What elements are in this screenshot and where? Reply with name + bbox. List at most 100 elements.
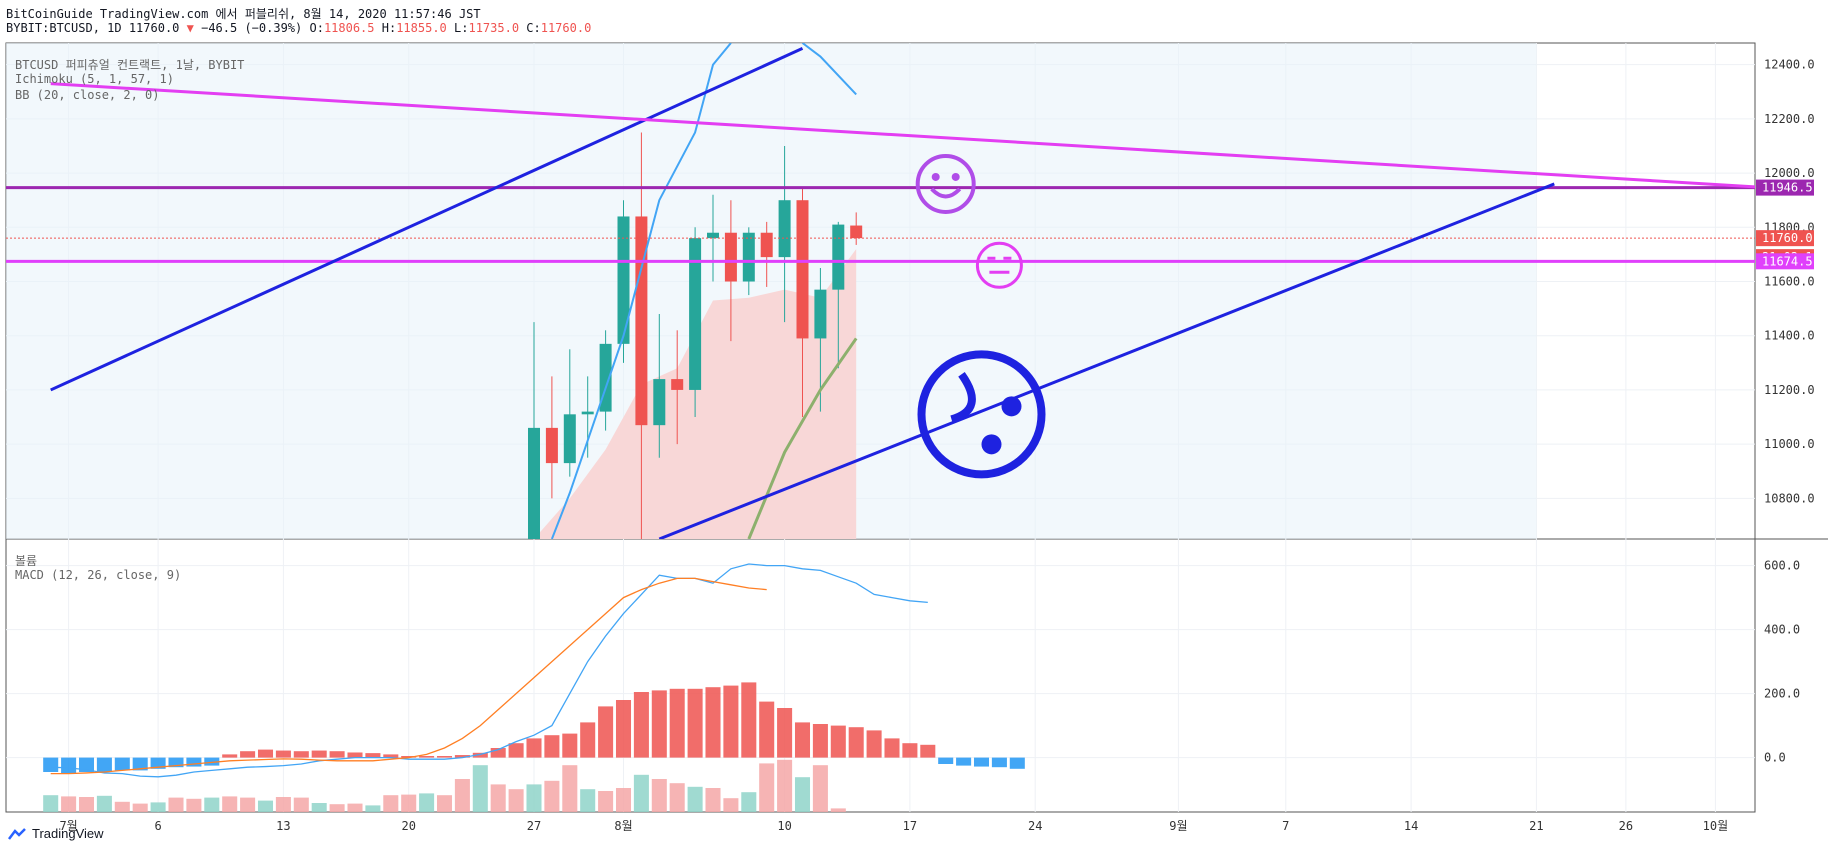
legend-macd[interactable]: MACD (12, 26, close, 9) [15,568,182,582]
macd-histogram-bar [526,738,542,758]
close-label: C: [526,21,541,35]
price-axis-badge [1756,230,1814,247]
macd-histogram-bar [651,690,667,758]
trend-line [50,47,804,392]
macd-histogram-bar [78,757,95,772]
volume-bar [741,792,757,812]
y-tick-label: 11400.0 [1764,329,1815,343]
candle-body [617,216,630,344]
macd-tick-label: 0.0 [1764,751,1786,765]
macd-histogram-bar [257,749,274,758]
macd-histogram-bar [866,730,882,758]
macd-histogram-bar [436,756,453,758]
volume-bar [150,802,166,812]
y-tick-label: 10800.0 [1764,491,1815,505]
candle-body [850,225,863,239]
candle-body [796,200,809,339]
macd-histogram-bar [96,757,112,772]
volume-bar [830,808,846,812]
brand-label: TradingView [32,826,104,841]
x-tick-label: 27 [527,819,541,833]
price-axis-badge [1756,179,1814,196]
volume-bar [204,797,220,812]
ohlc-header: BYBIT:BTCUSD, 1D 11760.0 ▼ −46.5 (−0.39%… [6,21,591,35]
candle-body [760,232,773,258]
smiley-face-icon [915,153,976,214]
y-tick-label: 12400.0 [1764,58,1815,72]
macd-histogram-bar [490,748,506,758]
volume-bar [96,795,112,812]
volume-bar [651,779,667,812]
macd-histogram-bar [991,757,1007,768]
y-tick-label: 11200.0 [1764,383,1815,397]
price-axis-badge [1756,253,1814,270]
volume-bar [401,794,417,812]
volume-bar [132,803,148,812]
macd-histogram-bar [615,700,632,758]
macd-histogram-bar [705,687,721,758]
legend-volume[interactable]: 볼륨 [15,554,38,568]
symbol-label: BYBIT:BTCUSD, 1D 11760.0 [6,21,180,35]
candle-body [832,224,845,290]
high-label: H: [381,21,397,35]
volume-bar [240,797,256,812]
candle-body [635,216,648,426]
macd-histogram-bar [472,752,488,758]
macd-histogram-bar [902,743,918,758]
volume-bar [419,793,435,812]
macd-histogram-bar [830,725,846,758]
macd-histogram-bar [580,722,596,758]
volume-bar [669,783,685,812]
volume-bar [347,803,363,812]
candle-body [742,232,755,282]
legend-title[interactable]: BTCUSD 퍼피츄얼 컨트랙트, 1날, BYBIT [15,58,245,72]
sad-eye [981,434,1002,455]
y-tick-label: 12000.0 [1764,166,1815,180]
volume-bar [275,797,291,812]
price-axis-badge-label: 11674.5 [1762,254,1813,268]
x-tick-label: 20 [401,819,415,833]
volume-bar [365,805,381,812]
candle-body [778,200,791,258]
macd-histogram-bar [222,754,238,758]
x-tick-label: 7월 [59,819,77,833]
macd-histogram-bar [812,724,828,758]
macd-histogram-bar [759,701,775,758]
volume-bar [383,795,399,812]
macd-histogram-bar [275,750,291,758]
volume-bar [759,763,775,812]
macd-histogram-bar [61,757,77,774]
volume-bar [472,765,488,812]
volume-bar [490,784,506,812]
macd-line [50,563,928,778]
macd-histogram-bar [669,688,685,758]
volume-bar [687,786,703,812]
candle-body [545,427,558,464]
macd-histogram-bar [562,733,578,758]
macd-histogram-bar [329,751,345,758]
volume-bar [508,789,524,812]
legend-ichimoku[interactable]: Ichimoku (5, 1, 57, 1) [15,72,174,86]
volume-bar [168,797,184,812]
signal-line [50,577,767,775]
tradingview-logo[interactable]: TradingView [6,826,104,841]
candle-body [707,232,719,239]
macd-tick-label: 400.0 [1764,623,1800,637]
macd-histogram-bar [1009,757,1025,769]
neutral-face-icon [975,241,1023,289]
x-tick-label: 14 [1404,819,1418,833]
legend-bb[interactable]: BB (20, close, 2, 0) [15,88,160,102]
y-tick-label: 11000.0 [1764,437,1815,451]
y-tick-label: 12200.0 [1764,112,1815,126]
macd-histogram-bar [204,757,220,766]
macd-histogram-bar [347,752,363,758]
volume-bar [329,804,345,812]
x-tick-label: 13 [276,819,290,833]
volume-bar [293,797,309,812]
x-tick-label: 8월 [614,819,632,833]
macd-histogram-bar [168,757,184,768]
macd-histogram-bar [956,757,972,766]
smiley-eye [951,172,960,181]
